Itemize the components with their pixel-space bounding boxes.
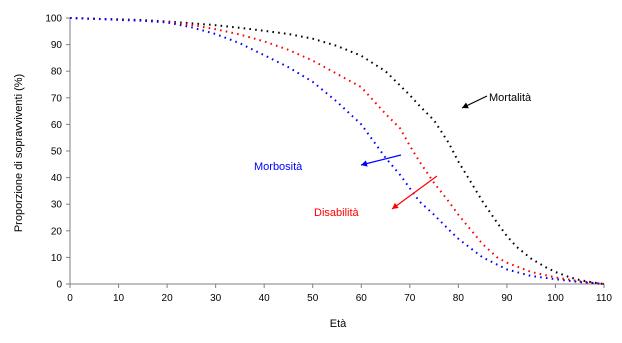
y-tick-label: 90: [51, 40, 63, 51]
annotation-arrowhead-mortality: [462, 102, 469, 109]
x-tick-label: 90: [501, 293, 513, 304]
series-line-mortality: [69, 17, 605, 285]
annotation-arrowhead-morbidity: [361, 160, 368, 167]
y-tick-label: 10: [51, 253, 63, 264]
x-tick-label: 20: [162, 293, 174, 304]
axes: [66, 17, 605, 288]
annotation-label-morbidity: Morbosità: [254, 161, 303, 173]
y-tick-label: 70: [51, 93, 63, 104]
x-axis-label: Età: [330, 318, 347, 330]
y-tick-label: 0: [56, 280, 62, 291]
y-tick-label: 40: [51, 173, 63, 184]
annotation-label-disability: Disabilità: [314, 207, 360, 219]
y-tick-label: 20: [51, 226, 63, 237]
series-mortality: [69, 17, 605, 285]
annotation-arrowhead-disability: [392, 202, 399, 209]
y-tick-label: 80: [51, 67, 63, 78]
y-tick-label: 60: [51, 120, 63, 131]
y-axis-label: Proporzione di sopravviventi (%): [13, 74, 25, 232]
x-tick-label: 80: [453, 293, 465, 304]
tick-labels: 0 10 20 30 40 50 60 70 80 90 100 0 10 20 30 40 50 60 70 80 9…: [45, 14, 612, 305]
annotation-arrow-morbidity: [360, 154, 402, 166]
x-tick-label: 70: [404, 293, 416, 304]
y-tick-label: 100: [45, 14, 62, 25]
x-tick-label: 40: [259, 293, 271, 304]
x-tick-label: 110: [596, 293, 612, 304]
series-line-disability: [69, 17, 605, 285]
x-tick-label: 10: [113, 293, 125, 304]
x-tick-label: 50: [307, 293, 319, 304]
x-tick-label: 0: [67, 293, 73, 304]
annotations: Mortalità Disabilità Morbosità: [254, 92, 532, 219]
annotation-label-mortality: Mortalità: [489, 92, 532, 104]
y-tick-label: 50: [51, 147, 63, 158]
y-tick-label: 30: [51, 200, 63, 211]
series-morbidity: [69, 17, 605, 285]
annotation-arrow-disability: [391, 175, 438, 210]
series-line-morbidity: [69, 17, 605, 285]
x-tick-label: 30: [210, 293, 222, 304]
series-group: [69, 17, 605, 285]
x-tick-label: 60: [356, 293, 368, 304]
x-tick-label: 100: [547, 293, 564, 304]
series-disability: [69, 17, 605, 285]
